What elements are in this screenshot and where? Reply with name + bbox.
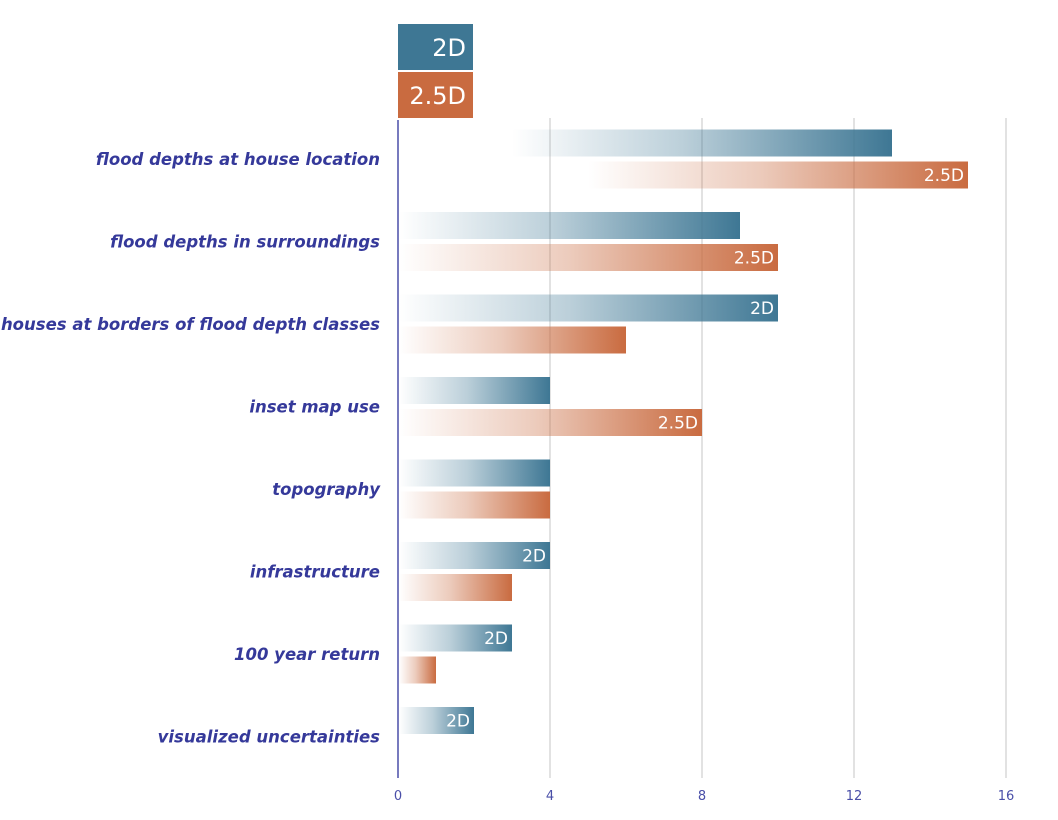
bar-2-5d-2 (399, 244, 778, 271)
bar-2d-4 (399, 377, 550, 404)
bar-2d-1 (512, 129, 892, 157)
legend-swatch-2-5d (398, 72, 473, 118)
bar-label-2d-3: 2D (750, 299, 774, 319)
bar-2-5d-6 (399, 574, 512, 601)
bar-2-5d-7 (399, 656, 436, 684)
bar-2d-8 (399, 707, 474, 734)
bar-label-2d-6: 2D (522, 547, 546, 567)
axes: 0 4 8 12 16 flood depths at house location flo… (1, 120, 1014, 804)
bar-2d-3 (399, 294, 778, 322)
category-label-5: topography (272, 480, 381, 499)
bar-2-5d-5 (399, 491, 550, 519)
legend: 2D 2.5D (398, 24, 473, 118)
bar-2-5d-3 (399, 326, 626, 354)
category-label-8: visualized uncertainties (158, 728, 381, 747)
x-tick-label-8: 8 (698, 789, 706, 804)
x-tick-label-4: 4 (546, 789, 554, 804)
x-tick-label-0: 0 (394, 789, 402, 804)
bar-2d-5 (399, 459, 550, 487)
bar-2d-6 (399, 542, 550, 569)
bar-2d-2 (399, 212, 740, 239)
category-label-3: houses at borders of flood depth classes (1, 315, 380, 334)
bars: 2.5D 2.5D 2D 2.5D 2D 2D 2D (399, 129, 968, 734)
category-label-6: infrastructure (250, 563, 380, 582)
category-label-2: flood depths in surroundings (110, 233, 380, 252)
bar-label-2-5d-2: 2.5D (734, 249, 774, 269)
bar-2-5d-4 (399, 409, 702, 436)
category-label-1: flood depths at house location (96, 150, 380, 169)
legend-label-2d: 2D (432, 34, 466, 62)
bar-2d-7 (399, 624, 512, 652)
x-tick-label-16: 16 (998, 789, 1015, 804)
bar-label-2d-8: 2D (446, 712, 470, 732)
category-label-7: 100 year return (234, 645, 380, 664)
bar-label-2-5d-1: 2.5D (924, 166, 964, 186)
x-tick-label-12: 12 (846, 789, 863, 804)
bar-label-2d-7: 2D (484, 629, 508, 649)
legend-swatch-2d (398, 24, 473, 70)
category-label-4: inset map use (249, 398, 380, 417)
bar-label-2-5d-4: 2.5D (658, 414, 698, 434)
legend-label-2-5d: 2.5D (409, 82, 466, 110)
bar-2-5d-1 (588, 161, 968, 189)
